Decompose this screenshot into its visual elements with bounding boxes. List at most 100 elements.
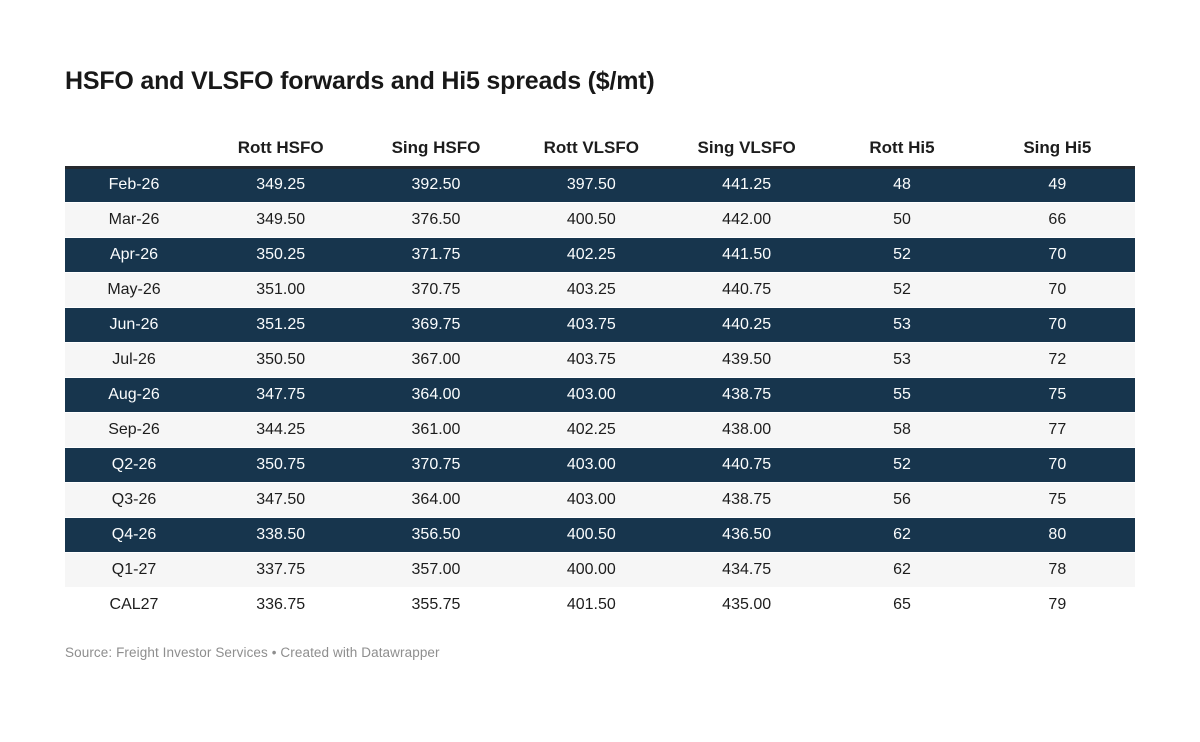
column-header-rott-vlsfo: Rott VLSFO <box>513 130 669 169</box>
value-cell: 392.50 <box>411 176 461 193</box>
value-cell: 438.75 <box>722 490 772 508</box>
value-cell: 401.50 <box>566 595 616 613</box>
value-cell: 65 <box>893 595 911 613</box>
value-cell: 78 <box>1048 560 1067 578</box>
value-cell: 357.00 <box>411 560 461 578</box>
value-cell: 403.00 <box>566 385 616 403</box>
value-cell: 79 <box>1048 595 1067 613</box>
value-cell: 70 <box>1048 315 1067 333</box>
value-cell: 338.50 <box>256 525 306 543</box>
row-label: Jun-26 <box>109 315 159 333</box>
table-row: Jun-26 351.25 369.75 403.75 440.25 53 70 <box>65 307 1135 342</box>
value-cell: 440.75 <box>722 455 772 473</box>
value-cell: 48 <box>893 176 911 193</box>
value-cell: 344.25 <box>256 420 306 438</box>
value-cell: 369.75 <box>411 315 461 333</box>
value-cell: 350.75 <box>256 455 306 473</box>
table-row: Feb-26 349.25 392.50 397.50 441.25 48 49 <box>65 167 1135 202</box>
column-header-sing-vlsfo: Sing VLSFO <box>668 130 825 169</box>
row-label: Mar-26 <box>108 210 160 228</box>
value-cell: 403.75 <box>566 315 616 333</box>
table-row: Q4-26 338.50 356.50 400.50 436.50 62 80 <box>65 517 1135 552</box>
value-cell: 347.75 <box>256 385 306 403</box>
value-cell: 440.75 <box>722 280 772 298</box>
value-cell: 402.25 <box>566 245 616 263</box>
value-cell: 371.75 <box>411 245 461 263</box>
chart-title: HSFO and VLSFO forwards and Hi5 spreads … <box>65 67 655 95</box>
row-label: Apr-26 <box>109 245 159 263</box>
value-cell: 403.00 <box>566 455 616 473</box>
value-cell: 397.50 <box>566 176 616 193</box>
value-cell: 370.75 <box>411 280 461 298</box>
value-cell: 435.00 <box>722 595 772 613</box>
value-cell: 349.50 <box>256 210 306 228</box>
value-cell: 436.50 <box>722 525 772 543</box>
table-header: Rott HSFO Sing HSFO Rott VLSFO Sing VLSF… <box>65 130 1135 169</box>
value-cell: 77 <box>1048 420 1067 438</box>
value-cell: 351.00 <box>256 280 306 298</box>
value-cell: 402.25 <box>566 420 616 438</box>
value-cell: 75 <box>1048 385 1067 403</box>
table-body: Feb-26 349.25 392.50 397.50 441.25 48 49 Mar-26… <box>65 167 1135 622</box>
value-cell: 56 <box>893 490 911 508</box>
column-header-sing-hsfo: Sing HSFO <box>358 130 514 169</box>
column-header-sing-hi5: Sing Hi5 <box>979 130 1135 169</box>
value-cell: 58 <box>893 420 911 438</box>
value-cell: 66 <box>1048 210 1067 228</box>
value-cell: 441.25 <box>722 176 772 193</box>
value-cell: 364.00 <box>411 490 461 508</box>
column-header-blank <box>65 130 203 169</box>
value-cell: 49 <box>1048 176 1067 193</box>
table-row: Apr-26 350.25 371.75 402.25 441.50 52 70 <box>65 237 1135 272</box>
value-cell: 438.00 <box>722 420 772 438</box>
column-header-rott-hi5: Rott Hi5 <box>824 130 980 169</box>
value-cell: 403.75 <box>566 350 616 368</box>
value-cell: 50 <box>893 210 911 228</box>
row-label: May-26 <box>107 280 161 298</box>
value-cell: 376.50 <box>411 210 461 228</box>
forwards-table: Rott HSFO Sing HSFO Rott VLSFO Sing VLSF… <box>65 130 1135 623</box>
row-label: Sep-26 <box>108 420 160 438</box>
value-cell: 349.25 <box>256 176 306 193</box>
column-header-rott-hsfo: Rott HSFO <box>203 130 359 169</box>
table-row: Q1-27 337.75 357.00 400.00 434.75 62 78 <box>65 552 1135 587</box>
value-cell: 367.00 <box>411 350 461 368</box>
value-cell: 75 <box>1048 490 1067 508</box>
value-cell: 62 <box>893 560 911 578</box>
row-label: Jul-26 <box>112 350 156 368</box>
value-cell: 400.50 <box>566 525 616 543</box>
value-cell: 403.00 <box>566 490 616 508</box>
table-row: Mar-26 349.50 376.50 400.50 442.00 50 66 <box>65 202 1135 237</box>
value-cell: 80 <box>1048 525 1067 543</box>
value-cell: 350.50 <box>256 350 306 368</box>
value-cell: 53 <box>893 315 911 333</box>
value-cell: 70 <box>1048 280 1067 298</box>
value-cell: 347.50 <box>256 490 306 508</box>
value-cell: 53 <box>893 350 911 368</box>
value-cell: 442.00 <box>722 210 772 228</box>
value-cell: 52 <box>893 245 911 263</box>
header-row: Rott HSFO Sing HSFO Rott VLSFO Sing VLSF… <box>65 130 1135 169</box>
table-row: Jul-26 350.50 367.00 403.75 439.50 53 72 <box>65 342 1135 377</box>
row-label: Aug-26 <box>108 385 160 403</box>
value-cell: 361.00 <box>411 420 461 438</box>
value-cell: 438.75 <box>722 385 772 403</box>
row-label: Q4-26 <box>111 525 157 543</box>
value-cell: 52 <box>893 455 911 473</box>
table-row: May-26 351.00 370.75 403.25 440.75 52 70 <box>65 272 1135 307</box>
value-cell: 355.75 <box>411 595 461 613</box>
value-cell: 439.50 <box>722 350 772 368</box>
value-cell: 400.50 <box>566 210 616 228</box>
value-cell: 70 <box>1048 245 1067 263</box>
table-row: CAL27 336.75 355.75 401.50 435.00 65 79 <box>65 587 1135 622</box>
source-note: Source: Freight Investor Services • Crea… <box>65 644 440 660</box>
row-label: Q2-26 <box>111 455 157 473</box>
value-cell: 400.00 <box>566 560 616 578</box>
value-cell: 72 <box>1048 350 1067 368</box>
value-cell: 403.25 <box>566 280 616 298</box>
row-label: CAL27 <box>109 595 159 613</box>
row-label: Feb-26 <box>108 176 160 193</box>
table-row: Aug-26 347.75 364.00 403.00 438.75 55 75 <box>65 377 1135 412</box>
value-cell: 364.00 <box>411 385 461 403</box>
